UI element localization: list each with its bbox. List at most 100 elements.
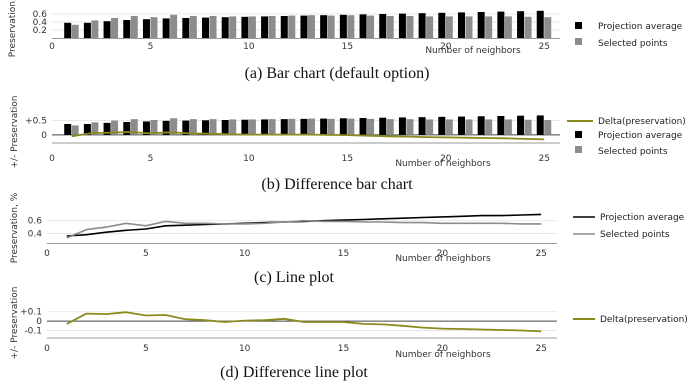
panel-a-ytick-label: 0.2 [33, 26, 47, 36]
panel-b-xtick-label: 15 [342, 154, 353, 164]
panel-b-ytick-label: 0 [41, 131, 47, 141]
panel-d-ylabel: +/- Preservation [10, 287, 20, 360]
legend-label-delta-preservation: Delta(preservation) [598, 117, 686, 127]
panel-b-ylabel: +/- Preservation [10, 96, 20, 169]
panel-d-caption: (d) Difference line plot [220, 364, 368, 381]
bar-selected-points [445, 119, 453, 135]
panel-a-bar-chart: Preservation, % 0.20.40.6 0 5 10 15 20 25 Num… [8, 0, 683, 82]
bar-projection-average [142, 19, 150, 38]
bar-projection-average [339, 118, 347, 135]
panel-d-legend: Delta(preservation) [573, 315, 688, 325]
panel-a-xtick-label: 15 [342, 42, 353, 52]
panel-c-xtick-label: 25 [535, 249, 546, 259]
line-delta-preservation [66, 311, 542, 333]
bar-selected-points [150, 120, 158, 135]
bar-selected-points [229, 119, 237, 135]
bar-selected-points [229, 16, 237, 38]
bar-projection-average [83, 22, 91, 38]
bar-selected-points [347, 118, 355, 135]
bar-selected-points [130, 16, 138, 38]
bar-projection-average [300, 15, 308, 39]
line-delta-preservation [71, 131, 545, 141]
bar-selected-points [170, 118, 178, 135]
bar-projection-average [536, 115, 544, 135]
bar-selected-points [406, 119, 414, 135]
bar-projection-average [241, 16, 249, 38]
legend-label-delta-preservation: Delta(preservation) [600, 315, 688, 325]
bar-selected-points [248, 119, 256, 135]
panel-b-difference-bar-chart: +/- Preservation 0 +0.5 0 5 10 15 20 25 Number… [10, 96, 686, 194]
panel-b-legend: Delta(preservation) Projection average S… [567, 117, 686, 157]
bar-selected-points [504, 119, 512, 135]
bar-projection-average [359, 14, 367, 38]
bar-projection-average [339, 14, 347, 39]
bar-selected-points [386, 119, 394, 135]
bar-projection-average [221, 17, 229, 38]
legend-label-projection-average: Projection average [600, 213, 685, 223]
bar-selected-points [111, 18, 119, 38]
bar-selected-points [426, 119, 434, 135]
panel-c-xtick-label: 20 [437, 249, 449, 259]
bar-selected-points [327, 15, 335, 39]
panel-c-legend: Projection average Selected points [573, 213, 685, 240]
bar-selected-points [307, 15, 315, 38]
panel-a-ytick-label: 0.4 [33, 18, 48, 28]
bar-selected-points [91, 122, 99, 135]
legend-swatch-selected-points [575, 38, 582, 45]
panel-c-xtick-label: 0 [44, 249, 50, 259]
bar-selected-points [248, 16, 256, 38]
panel-d-xtick-label: 25 [535, 344, 546, 354]
bar-selected-points [130, 119, 138, 135]
bar-projection-average [162, 120, 170, 135]
bar-projection-average [517, 115, 525, 135]
bar-projection-average [202, 120, 210, 135]
bar-selected-points [445, 16, 453, 38]
panel-d-ytick-label: +0.1 [20, 308, 42, 318]
line-selected-points [66, 219, 542, 239]
bar-projection-average [280, 119, 288, 135]
bar-projection-average [241, 119, 249, 135]
bar-projection-average [477, 12, 485, 38]
bar-projection-average [64, 22, 72, 38]
bar-selected-points [268, 16, 276, 38]
panel-a-caption: (a) Bar chart (default option) [245, 65, 430, 82]
bar-selected-points [209, 16, 217, 38]
bar-selected-points [465, 119, 473, 135]
bar-selected-points [170, 14, 178, 39]
legend-label-selected-points: Selected points [598, 147, 668, 157]
panel-b-caption: (b) Difference bar chart [261, 176, 413, 193]
panel-a-xtick-label: 0 [49, 42, 55, 52]
panel-a-xtick-label: 20 [440, 42, 452, 52]
panel-c-xtick-label: 5 [143, 249, 149, 259]
panel-d-xtick-label: 10 [239, 344, 251, 354]
bar-projection-average [359, 118, 367, 135]
panel-b-xlabel: Number of neighbors [395, 159, 491, 169]
panel-d-xtick-label: 0 [44, 344, 50, 354]
bar-selected-points [189, 16, 197, 38]
panel-c-ylabel: Preservation, % [10, 192, 20, 263]
bar-selected-points [544, 17, 552, 38]
panel-d-xtick-label: 5 [143, 344, 149, 354]
bar-projection-average [418, 13, 426, 38]
panel-c-xtick-label: 15 [338, 249, 349, 259]
legend-label-selected-points: Selected points [598, 39, 668, 49]
panel-b-xtick-label: 20 [440, 154, 452, 164]
bar-projection-average [280, 16, 288, 38]
bar-projection-average [398, 13, 406, 39]
legend-swatch-projection-average [575, 131, 582, 138]
bar-selected-points [71, 24, 79, 38]
legend-label-projection-average: Projection average [598, 22, 683, 32]
bar-projection-average [162, 18, 170, 38]
panel-c-caption: (c) Line plot [254, 269, 335, 286]
bar-selected-points [189, 119, 197, 135]
bar-projection-average [320, 118, 328, 135]
bar-projection-average [517, 11, 525, 38]
bar-projection-average [497, 11, 505, 38]
bar-projection-average [103, 21, 111, 38]
panel-a-ytick-label: 0.6 [33, 10, 48, 20]
bar-projection-average [457, 12, 465, 38]
bar-selected-points [268, 119, 276, 135]
bar-projection-average [202, 17, 210, 38]
bar-projection-average [142, 121, 150, 135]
bar-selected-points [209, 119, 217, 135]
